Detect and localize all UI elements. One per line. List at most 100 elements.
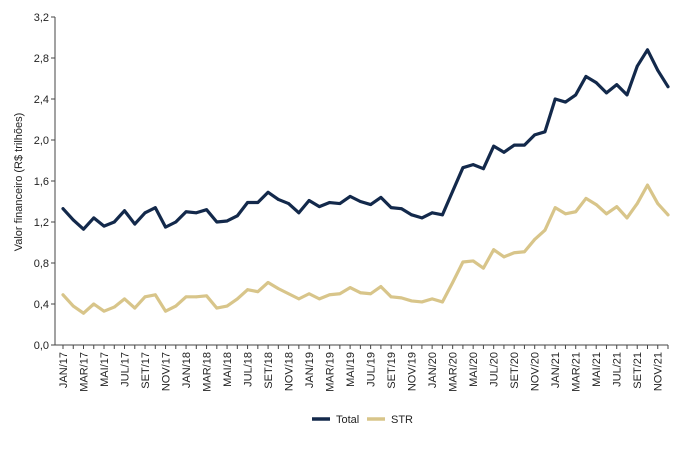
data-point [164, 309, 167, 313]
data-point [605, 212, 608, 216]
x-tick-label: SET/21 [632, 352, 644, 389]
x-tick-label: MAI/20 [468, 352, 480, 387]
data-point [112, 220, 116, 224]
data-point [512, 251, 516, 255]
x-tick-label: JAN/21 [550, 352, 562, 388]
x-tick-label: MAR/20 [448, 352, 460, 392]
data-point [71, 304, 75, 308]
data-point [143, 295, 147, 299]
y-tick-label: 2,4 [34, 94, 49, 106]
data-point [502, 255, 506, 259]
data-point [471, 259, 475, 263]
data-point [410, 213, 414, 217]
data-point [317, 205, 321, 209]
data-point [276, 287, 280, 291]
data-point [235, 214, 239, 218]
data-point [379, 285, 383, 288]
data-point [287, 202, 290, 205]
data-point [564, 212, 567, 216]
x-tick-label: SET/19 [386, 352, 398, 389]
series-line-total [61, 48, 670, 231]
y-tick-label: 3,2 [34, 12, 49, 24]
x-tick-label: NOV/17 [161, 352, 173, 391]
data-point [543, 130, 547, 134]
data-point [574, 210, 578, 214]
data-point [420, 216, 424, 220]
series-line-str [61, 183, 670, 315]
data-point [102, 224, 106, 228]
data-point [625, 93, 629, 97]
data-point [184, 295, 188, 299]
y-tick-label: 0,8 [34, 258, 49, 270]
data-point [430, 211, 434, 215]
x-tick-label: MAI/19 [345, 352, 357, 387]
data-point [605, 91, 608, 95]
data-point [451, 281, 455, 284]
data-point [92, 302, 96, 306]
data-point [461, 260, 465, 264]
data-point [328, 293, 332, 297]
data-point [635, 202, 639, 205]
data-point [358, 291, 362, 295]
series-layer [61, 48, 670, 315]
x-tick-label: MAI/17 [99, 352, 111, 387]
data-point [82, 227, 85, 231]
data-point [399, 296, 403, 300]
data-point [184, 210, 188, 214]
data-point [492, 248, 496, 252]
x-tick-label: SET/18 [263, 352, 275, 389]
data-point [205, 294, 208, 298]
y-tick-label: 0,0 [34, 340, 49, 352]
data-point [71, 218, 75, 222]
x-tick-label: NOV/20 [530, 352, 542, 391]
data-point [420, 300, 424, 304]
data-point [174, 220, 178, 224]
x-tick-label: JAN/19 [304, 352, 316, 388]
data-point [194, 295, 198, 299]
x-tick-label: JAN/20 [427, 352, 439, 388]
x-tick-label: JUL/18 [243, 352, 255, 387]
x-tick-label: JAN/18 [181, 352, 193, 388]
data-point [615, 205, 619, 209]
data-point [553, 97, 557, 101]
data-point [564, 100, 567, 104]
x-tick-label: MAR/17 [79, 352, 91, 392]
data-point [584, 197, 588, 200]
data-point [410, 299, 414, 303]
data-point [553, 206, 557, 210]
data-point [625, 216, 629, 220]
data-point [594, 81, 598, 84]
data-point [646, 48, 649, 52]
data-point [225, 219, 229, 223]
data-point [287, 292, 290, 296]
data-point [492, 144, 496, 148]
series-total [61, 48, 670, 231]
y-tick-label: 1,2 [34, 217, 49, 229]
data-point [215, 220, 219, 224]
data-point [246, 288, 249, 292]
x-tick-label: NOV/19 [407, 352, 419, 391]
data-point [615, 83, 619, 87]
x-tick-label: MAI/18 [222, 352, 234, 387]
data-point [482, 266, 485, 270]
data-point [574, 93, 578, 97]
legend-label-str: STR [391, 414, 413, 426]
data-point [164, 225, 167, 229]
data-point [441, 213, 444, 217]
data-point [666, 85, 670, 89]
data-point [297, 211, 301, 215]
x-axis: JAN/17 MAR/17 MAI/17 JUL/17 SET/17 NOV/17 JAN/… [55, 344, 669, 392]
data-point [348, 194, 352, 198]
x-tick-label: MAR/19 [325, 352, 337, 392]
data-point [584, 75, 588, 78]
x-tick-label: NOV/18 [284, 352, 296, 391]
data-point [656, 202, 660, 205]
data-point [635, 64, 639, 68]
x-tick-label: JUL/17 [120, 352, 132, 387]
data-point [369, 292, 373, 296]
data-point [512, 143, 516, 147]
x-tick-label: NOV/21 [653, 352, 665, 391]
data-point [656, 68, 660, 72]
data-point [482, 167, 485, 171]
data-point [92, 216, 96, 220]
